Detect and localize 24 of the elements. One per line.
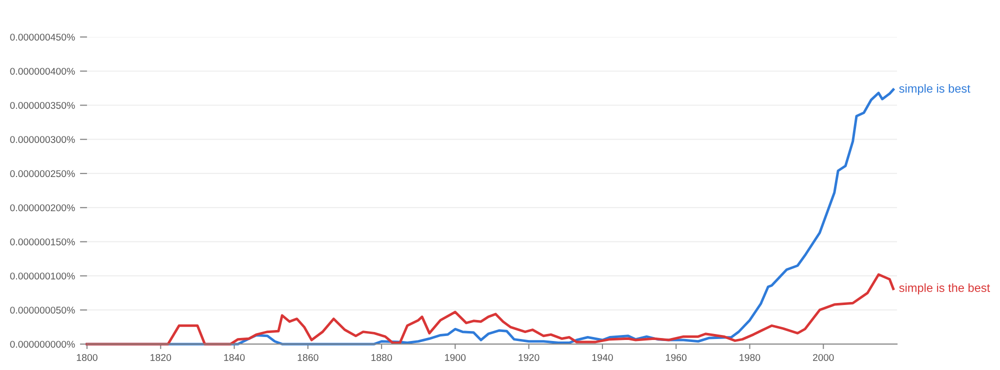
x-tick-label: 1900	[445, 354, 466, 361]
x-tick-label: 1980	[740, 354, 760, 361]
line-series	[86, 273, 895, 346]
y-tick-label: 0.000000350%	[10, 102, 75, 109]
y-tick-label: 0.000000200%	[10, 204, 75, 212]
x-tick-label: 1840	[224, 354, 245, 361]
x-tick-label: 2000	[813, 354, 834, 361]
y-tick-label: 0.000000000%	[10, 340, 75, 348]
x-tick-label: 1920	[518, 354, 540, 361]
x-tick-label: 1960	[666, 354, 687, 361]
y-tick-label: 0.000000400%	[10, 68, 75, 75]
x-tick-label: 1860	[298, 354, 318, 361]
y-tick-label: 0.000000100%	[10, 272, 75, 280]
x-tick-label: 1820	[150, 354, 172, 361]
y-tick-label: 0.000000450%	[10, 34, 75, 41]
y-tick-label: 0.000000250%	[10, 170, 75, 178]
y-tick-label: 0.000000300%	[10, 136, 75, 143]
x-tick-label: 1800	[76, 354, 98, 361]
x-tick-label: 1940	[592, 354, 613, 361]
x-tick-label: 1880	[371, 354, 392, 361]
series-label: simple is the best	[899, 283, 990, 294]
series-label: simple is best	[899, 84, 970, 96]
y-tick-label: 0.000000150%	[10, 238, 75, 246]
y-tick-label: 0.000000050%	[10, 306, 75, 314]
